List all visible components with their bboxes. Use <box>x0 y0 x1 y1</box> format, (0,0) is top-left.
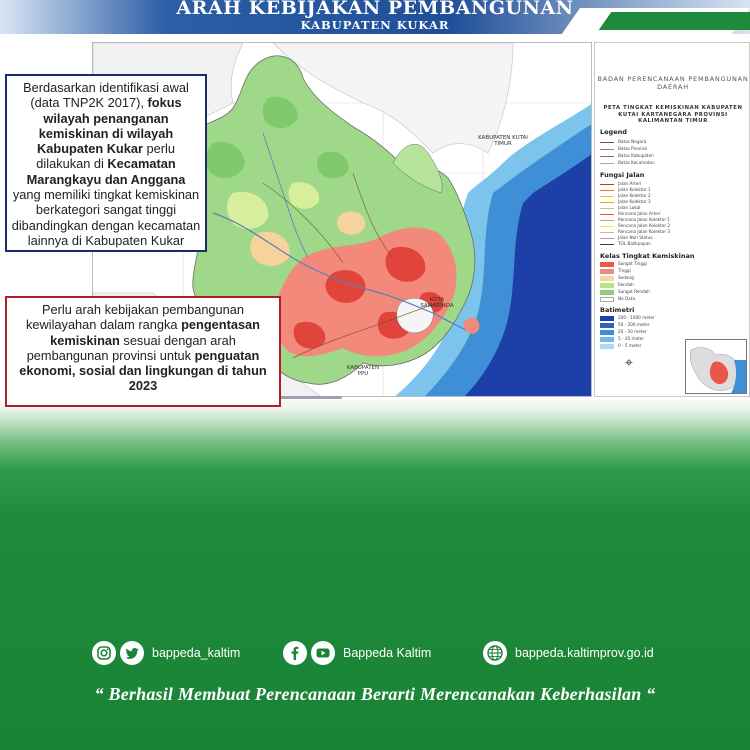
facebook-icon[interactable] <box>283 641 307 665</box>
social-group-facebook-youtube: Bappeda Kaltim <box>283 640 431 666</box>
legend-boundary-3: Batas Kecamatan <box>600 160 745 166</box>
map-legend-panel: BADAN PERENCANAAN PEMBANGUNAN DAERAH PET… <box>594 42 750 397</box>
legend-road-9: Jalan Non Status <box>600 235 745 241</box>
finding-bold-2: Kecamatan Marangkayu dan Anggana <box>26 156 186 187</box>
legend-boundary-0: Batas Negara <box>600 139 745 145</box>
legend-poverty-5: No Data <box>600 296 745 302</box>
finding-bold-1: fokus wilayah penanganan kemiskinan di w… <box>37 95 182 157</box>
legend-bathy-2: 20 - 50 meter <box>600 329 745 335</box>
north-arrow-icon: ⌖ <box>625 355 633 371</box>
legend-bathy-heading: Batimetri <box>600 306 635 314</box>
legend-bathy-1: 50 - 200 meter <box>600 322 745 328</box>
legend-road-1: Jalan Kolektor 1 <box>600 187 745 193</box>
legend-road-7: Rencana Jalan Kolektor 2 <box>600 223 745 229</box>
page-subtitle: KABUPATEN KUKAR <box>300 18 450 32</box>
presentation-scrollbar <box>262 396 342 399</box>
legend-bathy-3: 5 - 20 meter <box>600 336 745 342</box>
legend-road-2: Jalan Kolektor 2 <box>600 193 745 199</box>
legend-poverty-4: Sangat Rendah <box>600 289 745 295</box>
legend-roads-heading: Fungsi Jalan <box>600 171 645 179</box>
globe-icon[interactable] <box>483 641 507 665</box>
legend-road-3: Jalan Kolektor 3 <box>600 199 745 205</box>
legend-heading: Legend <box>600 128 627 136</box>
header-banner: ARAH KEBIJAKAN PEMBANGUNAN KABUPATEN KUK… <box>0 0 750 34</box>
legend-poverty-3: Rendah <box>600 282 745 288</box>
footer-tagline: “ Berhasil Membuat Perencanaan Berarti M… <box>94 684 656 704</box>
legend-poverty-0: Sangat Tinggi <box>600 261 745 267</box>
legend-road-10: TOL Balikpapan <box>600 241 745 247</box>
twitter-icon[interactable] <box>120 641 144 665</box>
slide: KABUPATEN KUTAI TIMUR KOTA SAMARINDA KAB… <box>0 34 750 407</box>
legend-boundary-2: Batas Kabupaten <box>600 153 745 159</box>
legend-road-0: Jalan Arteri <box>600 181 745 187</box>
website-link[interactable]: bappeda.kaltimprov.go.id <box>515 646 654 660</box>
samarinda-area <box>396 298 434 334</box>
legend-road-6: Rencana Jalan Kolektor 1 <box>600 217 745 223</box>
social-handle-instagram-twitter[interactable]: bappeda_kaltim <box>152 646 241 660</box>
legend-poverty-1: Tinggi <box>600 268 745 274</box>
label-samarinda: KOTA SAMARINDA <box>420 297 454 309</box>
social-handle-facebook-youtube[interactable]: Bappeda Kaltim <box>343 646 432 660</box>
policy-bold-1: pengentasan kemiskinan <box>50 317 260 348</box>
inset-map-graphic <box>686 340 746 393</box>
finding-text-1: Berdasarkan identifikasi awal (data TNP2… <box>23 80 189 111</box>
policy-text-box: Perlu arah kebijakan pembangunan kewilay… <box>5 296 281 407</box>
legend-road-4: Jalan Lokal <box>600 205 745 211</box>
legend-agency: BADAN PERENCANAAN PEMBANGUNAN DAERAH <box>597 75 749 91</box>
social-group-website: bappeda.kaltimprov.go.id <box>483 640 654 666</box>
policy-bold-2: penguatan ekonomi, sosial dan lingkungan… <box>19 347 267 394</box>
instagram-icon[interactable] <box>92 641 116 665</box>
label-kutai-timur: KABUPATEN KUTAI TIMUR <box>478 135 528 147</box>
legend-road-8: Rencana Jalan Kolektor 3 <box>600 229 745 235</box>
finding-text-box: Berdasarkan identifikasi awal (data TNP2… <box>5 74 207 252</box>
policy-text-1: Perlu arah kebijakan pembangunan kewilay… <box>25 302 245 333</box>
legend-map-title: PETA TINGKAT KEMISKINAN KABUPATEN KUTAI … <box>603 105 743 124</box>
page-title: ARAH KEBIJAKAN PEMBANGUNAN <box>176 0 574 19</box>
inset-locator-map <box>685 339 747 394</box>
legend-road-5: Rencana Jalan Arteri <box>600 211 745 217</box>
legend-boundary-1: Batas Provinsi <box>600 146 745 152</box>
policy-text-2: sesuai dengan arah pembangunan provinsi … <box>26 332 236 363</box>
finding-text-3: yang memiliki tingkat kemiskinan berkate… <box>11 187 201 248</box>
legend-bathy-4: 0 - 5 meter <box>600 343 745 349</box>
legend-poverty-heading: Kelas Tingkat Kemiskinan <box>600 252 695 260</box>
sea-deep <box>464 154 591 396</box>
social-group-twitter-instagram: bappeda_kaltim <box>92 640 240 666</box>
legend-poverty-2: Sedang <box>600 275 745 281</box>
youtube-icon[interactable] <box>311 641 335 665</box>
label-ppu: KABUPATEN PPU <box>346 365 380 377</box>
finding-text-2: perlu dilakukan di <box>36 141 175 172</box>
legend-bathy-0: 200 - 1000 meter <box>600 315 745 321</box>
